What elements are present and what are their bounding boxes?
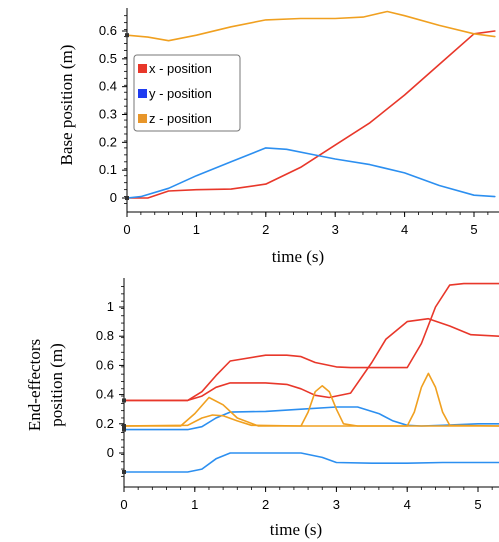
bottom-y-axis-label-line1: End-effectors: [25, 339, 44, 431]
bottom-x-axis-label: time (s): [270, 520, 322, 539]
top-x-ticks: 0 1 2 3 4 5: [123, 212, 487, 237]
top-series-line-2: [127, 12, 495, 41]
bottom-x-tick-label: 5: [474, 497, 481, 512]
bottom-x-ticks: 0 1 2 3 4 5: [120, 487, 492, 512]
legend-label-y: y - position: [149, 86, 212, 101]
top-x-tick-label: 0: [123, 222, 130, 237]
bottom-x-tick-label: 1: [191, 497, 198, 512]
top-y-tick-label: 0.6: [99, 23, 117, 38]
top-y-tick-label: 0: [110, 190, 117, 205]
bottom-series-start-marker-2: [122, 428, 126, 432]
bottom-y-ticks: 0 0.2 0.4 0.6 0.8 1: [96, 287, 124, 477]
top-x-axis-label: time (s): [272, 247, 324, 266]
legend-label-z: z - position: [149, 111, 212, 126]
bottom-series-line-1: [124, 319, 499, 401]
end-effectors-position-plot: 0 0.2 0.4 0.6 0.8 1 0 1 2 3 4 5 time (s) End-effec…: [25, 278, 499, 539]
top-x-tick-label: 1: [193, 222, 200, 237]
top-x-tick-label: 4: [401, 222, 408, 237]
bottom-series-lines: [122, 284, 499, 474]
bottom-series-start-marker-5: [122, 424, 126, 428]
top-y-ticks: 0 0.1 0.2 0.3 0.4 0.5 0.6: [99, 16, 127, 205]
top-y-tick-label: 0.2: [99, 134, 117, 149]
bottom-y-tick-label: 0: [107, 445, 114, 460]
top-y-tick-label: 0.5: [99, 51, 117, 66]
top-y-tick-label: 0.1: [99, 162, 117, 177]
top-series-start-marker-1: [125, 196, 129, 200]
top-y-tick-label: 0.4: [99, 79, 117, 94]
bottom-y-tick-label: 0.4: [96, 387, 114, 402]
bottom-x-tick-label: 0: [120, 497, 127, 512]
bottom-series-line-0: [124, 284, 499, 401]
top-x-tick-label: 3: [332, 222, 339, 237]
bottom-y-tick-label: 1: [107, 299, 114, 314]
legend-swatch-x: [138, 64, 147, 73]
legend-swatch-z: [138, 114, 147, 123]
top-series-start-marker-2: [125, 33, 129, 37]
bottom-series-start-marker-1: [122, 398, 126, 402]
bottom-x-tick-label: 3: [333, 497, 340, 512]
top-x-tick-label: 2: [262, 222, 269, 237]
top-x-tick-label: 5: [470, 222, 477, 237]
base-position-plot: 0 0.1 0.2 0.3 0.4 0.5 0.6 0 1 2 3 4 5 time (s) Base…: [57, 8, 499, 266]
bottom-y-tick-label: 0.8: [96, 328, 114, 343]
top-y-axis-label: Base position (m): [57, 45, 76, 166]
legend-label-x: x - position: [149, 61, 212, 76]
bottom-y-tick-label: 0.6: [96, 357, 114, 372]
top-y-tick-label: 0.3: [99, 107, 117, 122]
bottom-series-start-marker-3: [122, 470, 126, 474]
bottom-x-tick-label: 2: [262, 497, 269, 512]
bottom-x-tick-label: 4: [404, 497, 411, 512]
bottom-series-line-5: [124, 415, 499, 426]
legend: x - position y - position z - position: [134, 55, 240, 131]
legend-swatch-y: [138, 89, 147, 98]
bottom-y-axis-label-line2: position (m): [47, 343, 66, 427]
bottom-series-line-3: [124, 453, 499, 472]
bottom-y-tick-label: 0.2: [96, 416, 114, 431]
